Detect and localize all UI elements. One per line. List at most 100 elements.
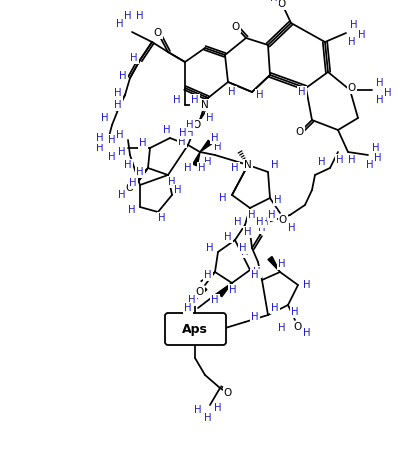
Text: H: H	[298, 87, 306, 97]
Text: H: H	[124, 160, 132, 170]
Text: H: H	[108, 135, 116, 145]
Text: H: H	[274, 195, 282, 205]
Text: H: H	[211, 295, 219, 305]
Text: H: H	[224, 232, 232, 242]
Text: H: H	[179, 128, 187, 138]
Text: H: H	[374, 153, 382, 163]
Text: H: H	[270, 0, 278, 3]
Text: H: H	[271, 160, 279, 170]
Text: H: H	[136, 167, 144, 177]
Text: H: H	[288, 223, 296, 233]
Text: H: H	[239, 243, 247, 253]
Text: H: H	[139, 138, 147, 148]
Text: H: H	[258, 223, 266, 233]
Text: H: H	[119, 71, 127, 81]
Text: O: O	[279, 215, 287, 225]
Text: H: H	[376, 95, 384, 105]
Text: H: H	[366, 160, 374, 170]
Text: H: H	[124, 11, 132, 21]
Text: H: H	[251, 312, 259, 322]
Text: H: H	[204, 157, 212, 167]
Polygon shape	[133, 168, 148, 184]
Text: H: H	[184, 303, 192, 313]
FancyBboxPatch shape	[165, 313, 226, 345]
Text: O: O	[296, 127, 304, 137]
Text: H: H	[291, 307, 299, 317]
Text: H: H	[194, 405, 202, 415]
Text: H: H	[229, 285, 237, 295]
Text: H: H	[348, 37, 356, 47]
Text: H: H	[234, 217, 242, 227]
Text: H: H	[268, 210, 276, 220]
Text: H: H	[253, 267, 261, 277]
Text: H: H	[96, 133, 104, 143]
Text: H: H	[211, 133, 219, 143]
Text: O: O	[232, 22, 240, 32]
Text: N: N	[244, 160, 252, 170]
Text: H: H	[116, 19, 124, 29]
Text: H: H	[158, 213, 166, 223]
Text: H: H	[214, 403, 222, 413]
Text: H: H	[129, 178, 137, 188]
Text: H: H	[348, 155, 356, 165]
Text: H: H	[173, 95, 181, 105]
Text: H: H	[184, 163, 192, 173]
Text: H: H	[163, 125, 171, 135]
Text: H: H	[136, 11, 144, 21]
Text: H: H	[303, 280, 311, 290]
Text: O: O	[294, 322, 302, 332]
Text: H: H	[278, 259, 286, 269]
Text: O: O	[193, 120, 201, 130]
Text: H: H	[191, 95, 199, 105]
Text: H: H	[228, 87, 236, 97]
Text: H: H	[204, 270, 212, 280]
Text: H: H	[376, 78, 384, 88]
Text: H: H	[168, 177, 176, 187]
Text: H: H	[188, 295, 196, 305]
Text: H: H	[128, 205, 136, 215]
Text: H: H	[256, 90, 264, 100]
Text: H: H	[261, 217, 269, 227]
Text: O: O	[196, 287, 204, 297]
Polygon shape	[193, 152, 200, 166]
Text: H: H	[241, 247, 249, 257]
Text: H: H	[101, 113, 109, 123]
Polygon shape	[218, 283, 232, 297]
Text: H: H	[204, 413, 212, 423]
Text: H: H	[219, 193, 227, 203]
Text: H: H	[114, 88, 122, 98]
Polygon shape	[268, 256, 280, 272]
Text: H: H	[118, 147, 126, 157]
Polygon shape	[200, 140, 212, 152]
Text: H: H	[198, 163, 206, 173]
Text: H: H	[186, 120, 194, 130]
Text: H: H	[206, 243, 214, 253]
Text: H: H	[318, 157, 326, 167]
Text: H: H	[214, 142, 222, 152]
Text: H: H	[251, 270, 259, 280]
Text: Aps: Aps	[182, 322, 208, 336]
Text: H: H	[336, 155, 344, 165]
Text: H: H	[174, 185, 182, 195]
Text: H: H	[303, 328, 311, 338]
Text: O: O	[154, 28, 162, 38]
Text: H: H	[206, 113, 214, 123]
Text: H: H	[108, 152, 116, 162]
Text: H: H	[231, 163, 239, 173]
Text: H: H	[248, 210, 256, 220]
Text: H: H	[278, 323, 286, 333]
Text: H: H	[118, 190, 126, 200]
Text: H: H	[96, 143, 104, 153]
Polygon shape	[195, 286, 207, 300]
Text: O: O	[348, 83, 356, 93]
Text: N: N	[201, 100, 209, 110]
Text: H: H	[256, 217, 264, 227]
Text: O: O	[278, 0, 286, 9]
Text: H: H	[130, 53, 138, 63]
Text: O: O	[224, 388, 232, 398]
Text: H: H	[114, 100, 122, 110]
Text: H: H	[358, 30, 366, 40]
Text: O: O	[126, 183, 134, 193]
Text: H: H	[244, 227, 252, 237]
Text: H: H	[186, 128, 194, 138]
